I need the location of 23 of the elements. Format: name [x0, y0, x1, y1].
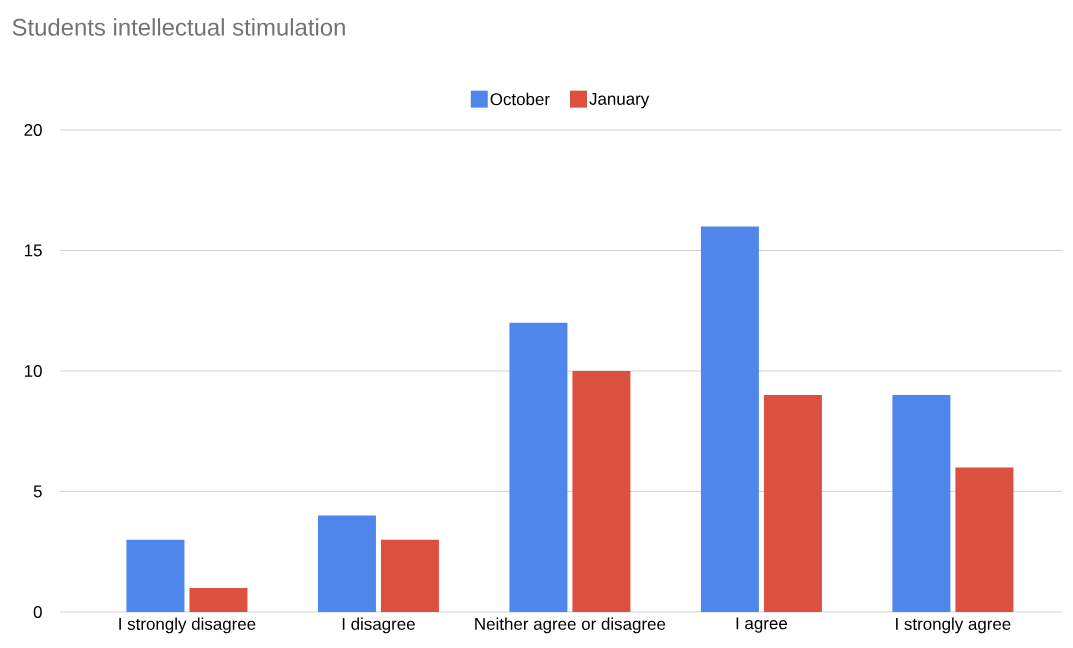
legend-label: October	[490, 92, 550, 106]
bar	[763, 395, 822, 612]
bar	[572, 370, 631, 612]
x-tick-label: Neither agree or disagree	[475, 617, 666, 634]
x-tick-label: I strongly agree	[896, 617, 1011, 634]
bar	[126, 539, 185, 612]
bar	[380, 539, 439, 612]
bar	[955, 467, 1014, 612]
y-tick-label: 15	[24, 244, 42, 257]
y-tick-label: 5	[33, 485, 42, 498]
bar	[317, 515, 376, 612]
bar	[509, 322, 568, 612]
bar	[189, 587, 248, 612]
bar	[892, 395, 951, 612]
y-tick-label: 20	[24, 123, 42, 136]
chart-title: Students intellectual stimulation	[12, 18, 345, 36]
x-tick-label: I agree	[736, 617, 788, 633]
x-tick-label: I strongly disagree	[119, 617, 256, 634]
y-tick-label: 10	[24, 364, 42, 377]
x-tick-label: I disagree	[342, 617, 415, 634]
legend-label: January	[589, 93, 650, 109]
y-tick-label: 0	[33, 605, 42, 618]
bar	[700, 226, 759, 612]
